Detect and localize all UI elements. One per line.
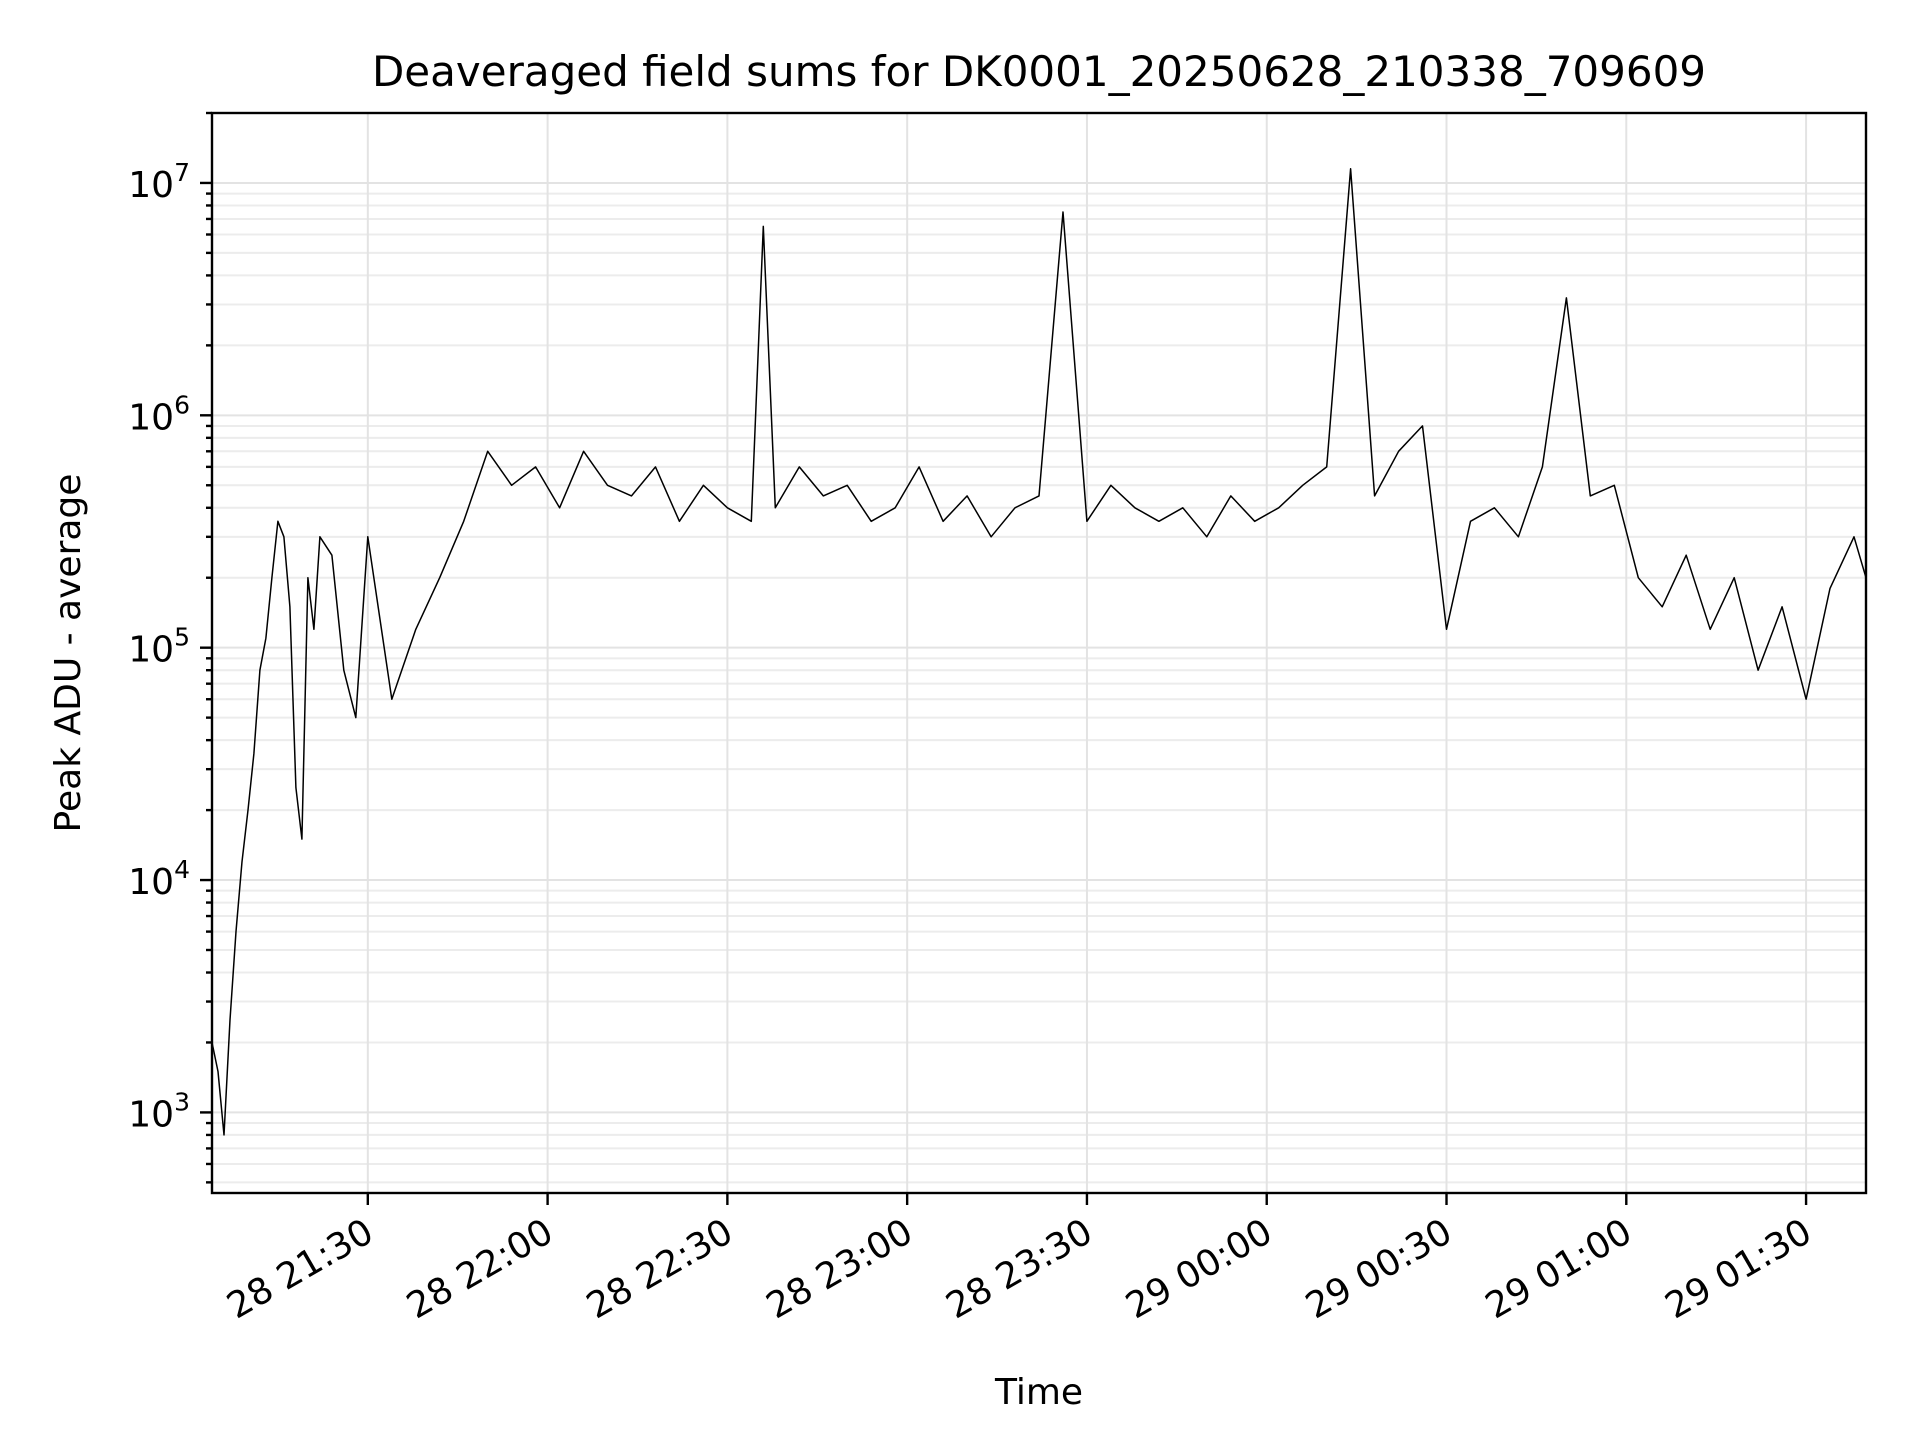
x-axis-label: Time (994, 1372, 1083, 1413)
y-tick-label: 107 (128, 158, 190, 206)
y-tick-label: 105 (128, 623, 190, 671)
chart-title: Deaveraged field sums for DK0001_2025062… (372, 47, 1706, 96)
y-tick-label: 103 (128, 1087, 190, 1135)
y-tick-label: 106 (128, 390, 190, 438)
series-line (211, 168, 1867, 1136)
x-tick-label: 28 22:30 (580, 1211, 740, 1327)
x-tick-label: 29 01:30 (1659, 1211, 1819, 1327)
x-tick-label: 28 23:00 (760, 1211, 920, 1327)
x-tick-label: 28 22:00 (400, 1211, 560, 1327)
y-tick-label: 104 (128, 855, 190, 903)
y-axis-label: Peak ADU - average (48, 474, 89, 833)
x-tick-label: 28 21:30 (220, 1211, 380, 1327)
x-tick-label: 29 00:00 (1119, 1211, 1279, 1327)
grid (212, 112, 1866, 1193)
plot-frame (210, 111, 1868, 1195)
x-tick-label: 28 23:30 (940, 1211, 1100, 1327)
x-tick-label: 29 00:30 (1299, 1211, 1459, 1327)
x-tick-label: 29 01:00 (1479, 1211, 1639, 1327)
